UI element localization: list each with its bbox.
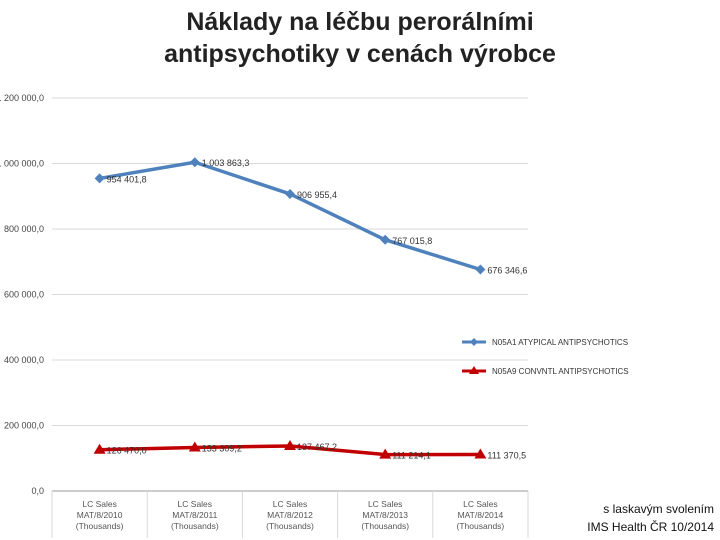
x-tick-label: (Thousands): [76, 521, 124, 531]
x-tick-label: MAT/8/2013: [362, 510, 408, 520]
data-label: 1 003 863,3: [202, 158, 250, 168]
x-tick-label: MAT/8/2012: [267, 510, 313, 520]
data-label: 137 467,2: [297, 442, 337, 452]
data-label: 954 401,8: [107, 174, 147, 184]
credit-line-1: s laskavým svolením: [603, 502, 714, 516]
legend-entry: N05A9 CONVNTL ANTIPSYCHOTICS: [492, 367, 629, 376]
y-tick-label: 200 000,0: [4, 421, 44, 431]
y-axis: 0,0 200 000,0 400 000,0 600 000,0 800 000,0 1…: [0, 93, 44, 496]
x-tick-label: (Thousands): [361, 521, 409, 531]
x-tick-label: (Thousands): [266, 521, 314, 531]
legend: N05A1 ATYPICAL ANTIPSYCHOTICS N05A9 CONVN…: [462, 338, 629, 376]
data-label: 906 955,4: [297, 190, 337, 200]
x-tick-label: MAT/8/2010: [77, 510, 123, 520]
chart-title: Náklady na léčbu perorálními antipsychot…: [164, 8, 556, 68]
data-point: [93, 443, 106, 454]
x-tick-label: LC Sales: [273, 499, 308, 509]
x-tick-label: LC Sales: [463, 499, 498, 509]
credit-note: s laskavým svolením IMS Health ČR 10/201…: [544, 500, 714, 536]
x-tick-label: LC Sales: [368, 499, 403, 509]
series-group: 954 401,8 1 003 863,3 906 955,4 767 015,8 67…: [93, 157, 527, 461]
data-label: 111 370,5: [487, 451, 526, 461]
data-point: [94, 173, 105, 184]
legend-marker: [469, 366, 479, 374]
data-point: [380, 234, 391, 245]
data-point: [285, 188, 295, 199]
y-tick-label: 0,0: [31, 486, 44, 496]
data-label: 111 214,1: [392, 451, 431, 461]
y-tick-label: 1 200 000,0: [0, 93, 44, 103]
y-tick-label: 800 000,0: [4, 224, 44, 234]
data-point: [284, 439, 296, 450]
gridlines: [51, 97, 529, 538]
data-point: [379, 448, 392, 459]
x-tick-label: LC Sales: [178, 499, 213, 509]
data-point: [474, 448, 487, 459]
x-tick-label: MAT/8/2011: [172, 510, 217, 520]
x-tick-label: (Thousands): [457, 521, 505, 531]
y-tick-label: 400 000,0: [4, 355, 44, 365]
x-tick-label: MAT/8/2014: [458, 510, 504, 520]
legend-entry: N05A1 ATYPICAL ANTIPSYCHOTICS: [492, 338, 628, 347]
data-label: 676 346,6: [487, 265, 527, 275]
x-tick-label: (Thousands): [171, 521, 219, 531]
series-2: 126 470,0 133 309,2 137 467,2 111 214,1 111 …: [93, 439, 526, 461]
legend-marker: [470, 338, 478, 346]
series-line: [99, 160, 481, 272]
x-tick-label: LC Sales: [82, 499, 117, 509]
data-label: 767 015,8: [392, 236, 432, 246]
series-1: 954 401,8 1 003 863,3 906 955,4 767 015,8 67…: [94, 157, 527, 275]
y-tick-label: 1 000 000,0: [0, 159, 44, 169]
y-tick-label: 600 000,0: [4, 290, 44, 300]
data-point: [475, 264, 486, 275]
data-point: [188, 441, 201, 452]
data-label: 133 309,2: [202, 443, 242, 453]
credit-line-2: IMS Health ČR 10/2014: [587, 520, 714, 534]
data-point: [189, 157, 200, 168]
data-label: 126 470,0: [107, 446, 147, 456]
